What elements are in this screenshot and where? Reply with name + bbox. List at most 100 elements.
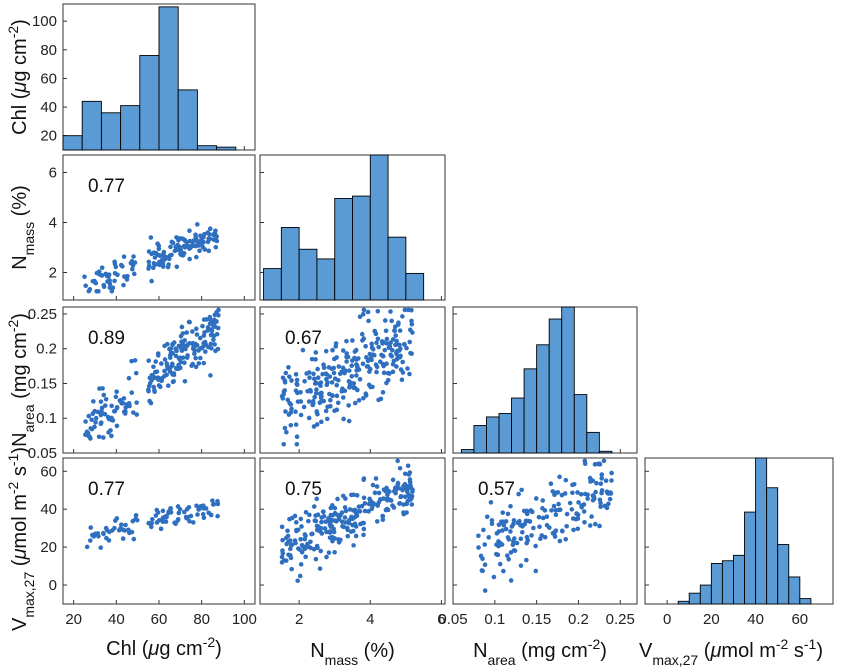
scatter-point-narea-chl	[164, 372, 169, 378]
scatter-point-vmax-narea	[517, 518, 522, 524]
scatter-point-narea-nmass	[375, 308, 381, 314]
scatter-point-narea-nmass	[349, 373, 355, 379]
scatter-point-vmax-narea	[556, 501, 561, 507]
scatter-point-narea-chl	[99, 409, 104, 414]
scatter-point-narea-chl	[182, 378, 188, 384]
x-tick-label-nmass: 6	[437, 611, 445, 628]
scatter-point-vmax-nmass	[336, 537, 341, 542]
scatter-point-narea-chl	[101, 435, 106, 440]
scatter-point-vmax-nmass	[401, 510, 406, 515]
scatter-point-narea-chl	[159, 378, 164, 384]
hist-bar-vmax	[677, 600, 690, 605]
scatter-point-narea-nmass	[336, 364, 342, 369]
scatter-point-vmax-chl	[208, 512, 214, 518]
scatter-point-narea-chl	[162, 357, 168, 362]
scatter-point-narea-nmass	[339, 389, 345, 394]
scatter-point-nmass-chl	[101, 284, 107, 290]
scatter-point-vmax-chl	[104, 535, 109, 541]
scatter-point-vmax-nmass	[279, 560, 285, 565]
scatter-point-vmax-nmass	[351, 543, 356, 548]
scatter-point-narea-nmass	[289, 406, 294, 412]
scatter-point-narea-nmass	[340, 395, 346, 400]
scatter-point-narea-nmass	[344, 351, 349, 356]
scatter-point-narea-nmass	[400, 314, 405, 319]
scatter-point-vmax-narea	[553, 528, 559, 533]
scatter-point-narea-nmass	[346, 368, 352, 373]
scatter-point-vmax-nmass	[385, 492, 390, 498]
scatter-point-narea-nmass	[400, 359, 405, 365]
scatter-point-vmax-chl	[181, 509, 187, 515]
scatter-point-vmax-narea	[599, 488, 605, 493]
scatter-point-vmax-nmass	[353, 524, 359, 529]
hist-bar-narea	[523, 368, 538, 454]
scatter-point-vmax-narea	[551, 503, 557, 509]
scatter-point-vmax-nmass	[375, 502, 380, 508]
hist-bar-vmax	[744, 511, 757, 605]
scatter-point-vmax-narea	[582, 491, 588, 497]
scatter-point-nmass-chl	[113, 264, 119, 270]
scatter-point-vmax-narea	[570, 490, 575, 496]
scatter-point-vmax-narea	[563, 477, 569, 483]
scatter-point-vmax-chl	[175, 516, 181, 522]
scatter-point-narea-nmass	[361, 336, 367, 341]
scatter-point-vmax-nmass	[294, 528, 299, 534]
scatter-point-vmax-narea	[529, 533, 534, 538]
scatter-point-narea-nmass	[323, 348, 329, 354]
scatter-point-narea-chl	[171, 340, 177, 345]
scatter-point-nmass-chl	[146, 259, 152, 265]
scatter-point-vmax-nmass	[351, 508, 356, 513]
scatter-point-narea-chl	[130, 410, 136, 415]
scatter-point-vmax-nmass	[336, 515, 342, 521]
scatter-point-vmax-nmass	[380, 513, 386, 519]
scatter-point-nmass-chl	[198, 233, 203, 239]
scatter-point-vmax-narea	[581, 509, 587, 514]
scatter-point-vmax-chl	[113, 518, 118, 523]
hist-bar-narea	[486, 416, 500, 454]
scatter-point-vmax-chl	[133, 513, 139, 518]
scatter-point-narea-chl	[180, 340, 185, 345]
scatter-point-narea-chl	[149, 372, 155, 378]
scatter-point-nmass-chl	[151, 265, 156, 271]
scatter-point-narea-nmass	[318, 395, 324, 400]
scatter-point-vmax-nmass	[326, 550, 332, 555]
scatter-point-vmax-nmass	[367, 498, 373, 503]
scatter-point-vmax-narea	[496, 539, 501, 544]
scatter-point-narea-chl	[114, 423, 120, 429]
scatter-point-vmax-narea	[512, 536, 517, 541]
scatter-point-vmax-narea	[505, 511, 511, 517]
scatter-point-vmax-nmass	[404, 510, 409, 515]
scatter-point-vmax-chl	[177, 507, 183, 512]
hist-bar-chl	[158, 6, 179, 151]
hist-bar-nmass	[263, 268, 282, 301]
scatter-point-vmax-nmass	[314, 523, 320, 529]
y-tick-label-chl: 60	[40, 70, 57, 87]
scatter-point-narea-nmass	[356, 367, 362, 372]
scatter-point-vmax-nmass	[362, 501, 368, 506]
scatter-point-narea-nmass	[321, 365, 327, 371]
scatter-point-vmax-nmass	[334, 512, 340, 518]
scatter-point-narea-nmass	[314, 422, 320, 427]
scatter-point-vmax-nmass	[357, 509, 363, 514]
scatter-point-narea-chl	[168, 350, 174, 356]
hist-bar-chl	[62, 135, 83, 151]
scatter-point-narea-nmass	[323, 371, 329, 376]
hist-bar-narea	[598, 450, 613, 454]
scatter-point-nmass-chl	[103, 271, 108, 277]
scatter-point-narea-nmass	[367, 369, 372, 374]
scatter-point-narea-nmass	[312, 381, 318, 386]
scatter-point-vmax-chl	[116, 527, 122, 533]
scatter-point-narea-nmass	[374, 340, 379, 346]
correlation-label-nmass-chl: 0.77	[88, 176, 125, 197]
correlation-label-vmax-nmass: 0.75	[285, 479, 322, 500]
scatter-point-vmax-narea	[570, 482, 575, 488]
x-tick-label-nmass: 2	[295, 611, 303, 628]
scatter-point-vmax-nmass	[299, 524, 304, 529]
scatter-point-vmax-narea	[607, 496, 613, 502]
scatter-point-vmax-narea	[480, 556, 485, 562]
scatter-point-narea-nmass	[349, 358, 355, 363]
scatter-point-nmass-chl	[152, 255, 158, 260]
scatter-point-vmax-narea	[582, 519, 587, 525]
scatter-point-narea-chl	[95, 409, 101, 415]
scatter-point-vmax-narea	[573, 516, 579, 522]
x-tick-label-chl: 100	[232, 611, 257, 628]
